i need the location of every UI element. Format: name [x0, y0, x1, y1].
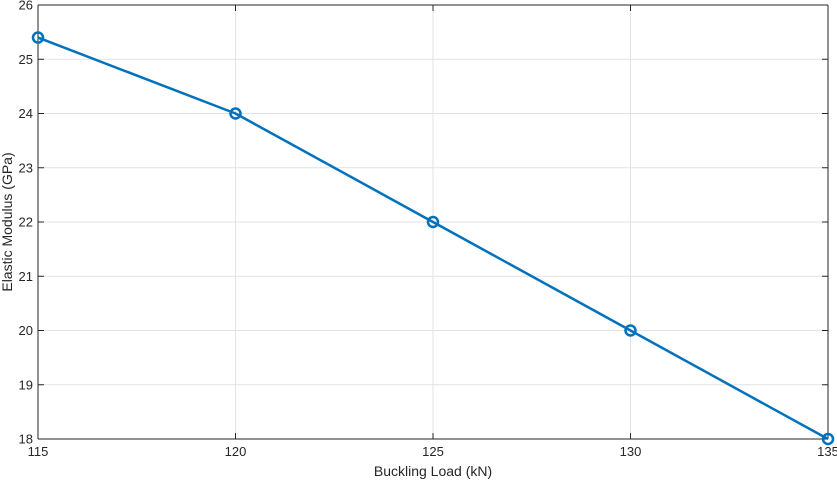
x-tick-label: 120 [225, 444, 247, 459]
y-axis-label: Elastic Modulus (GPa) [0, 152, 15, 291]
data-point-marker [31, 31, 45, 44]
tick-labels: 115 120 125 130 135 18 19 20 21 22 23 24 25 26 [19, 0, 837, 459]
data-series [31, 31, 835, 446]
y-tick-label: 22 [19, 215, 33, 230]
y-tick-label: 20 [19, 323, 33, 338]
x-tick-label: 130 [620, 444, 642, 459]
y-tick-label: 19 [19, 377, 33, 392]
y-tick-label: 21 [19, 269, 33, 284]
y-tick-label: 18 [19, 432, 33, 447]
y-tick-label: 26 [19, 0, 33, 13]
y-tick-label: 24 [19, 106, 33, 121]
data-point-marker [229, 107, 242, 120]
data-point-marker [426, 215, 440, 229]
axes [37, 4, 829, 440]
data-point-marker [821, 432, 835, 446]
x-tick-label: 125 [422, 444, 444, 459]
x-axis-label: Buckling Load (kN) [374, 463, 492, 479]
y-tick-label: 25 [19, 52, 33, 67]
data-point-marker [624, 324, 637, 337]
x-tick-label: 135 [817, 444, 837, 459]
y-tick-label: 23 [19, 160, 33, 175]
series-line [37, 36, 829, 441]
x-tick-label: 115 [28, 444, 49, 459]
